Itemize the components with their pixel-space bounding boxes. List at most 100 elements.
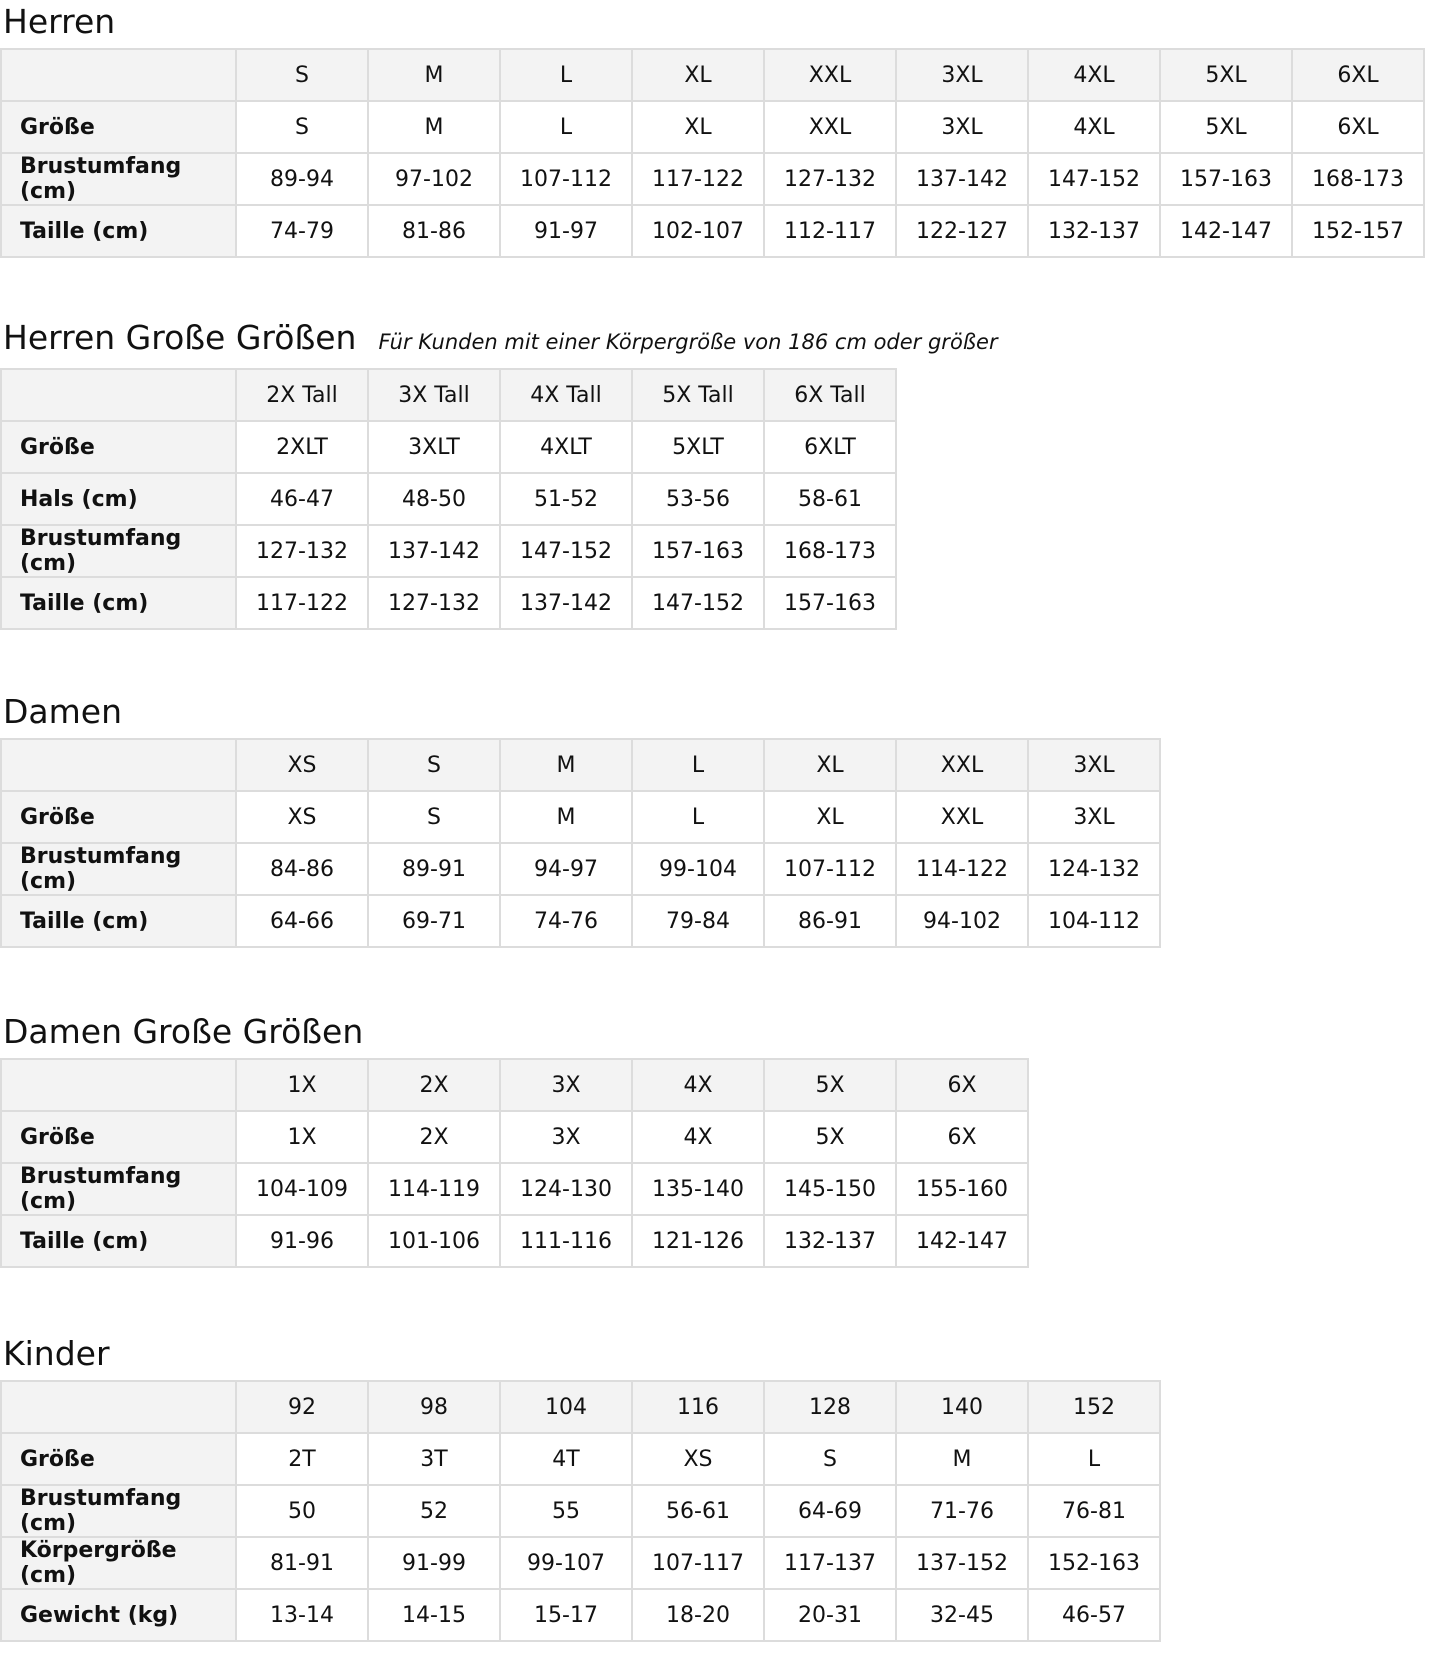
table-cell: 122-127 (895, 204, 1029, 258)
row-label: Brustumfang (cm) (0, 152, 237, 206)
size-table: S M L XL XXL 3XL 4XL 5XL 6XL Größe S M L XL XXL 3XL 4XL 5… (0, 48, 1425, 258)
table-cell: 117-122 (631, 152, 765, 206)
row-label: Brustumfang (cm) (0, 842, 237, 896)
table-cell: 5XLT (631, 420, 765, 474)
table-row: Größe S M L XL XXL 3XL 4XL 5XL 6XL (0, 100, 1425, 154)
header-cell: M (367, 48, 501, 102)
header-cell: S (235, 48, 369, 102)
table-cell: 79-84 (631, 894, 765, 948)
header-cell: XL (763, 738, 897, 792)
table-cell: 71-76 (895, 1484, 1029, 1538)
size-table: 92 98 104 116 128 140 152 Größe 2T 3T 4T XS S M L Brust… (0, 1380, 1161, 1642)
table-row: Hals (cm) 46-47 48-50 51-52 53-56 58-61 (0, 472, 897, 526)
table-cell: 6X (895, 1110, 1029, 1164)
table-cell: 137-152 (895, 1536, 1029, 1590)
table-cell: 91-96 (235, 1214, 369, 1268)
table-cell: L (499, 100, 633, 154)
table-cell: 91-99 (367, 1536, 501, 1590)
header-cell: 3XL (895, 48, 1029, 102)
table-header-row: XS S M L XL XXL 3XL (0, 738, 1161, 792)
header-corner-cell (0, 1058, 237, 1112)
section-title: Damen Große Größen (3, 1012, 1029, 1052)
table-cell: 18-20 (631, 1588, 765, 1642)
table-cell: 104-109 (235, 1162, 369, 1216)
table-cell: 14-15 (367, 1588, 501, 1642)
table-cell: 97-102 (367, 152, 501, 206)
table-cell: 107-112 (763, 842, 897, 896)
table-cell: 127-132 (235, 524, 369, 578)
row-label: Größe (0, 100, 237, 154)
table-cell: 117-122 (235, 576, 369, 630)
header-cell: 6X (895, 1058, 1029, 1112)
table-cell: 55 (499, 1484, 633, 1538)
table-cell: 4X (631, 1110, 765, 1164)
size-table: XS S M L XL XXL 3XL Größe XS S M L XL XXL 3XL Brustumfa… (0, 738, 1161, 948)
table-cell: 101-106 (367, 1214, 501, 1268)
table-cell: 84-86 (235, 842, 369, 896)
header-corner-cell (0, 1380, 237, 1434)
header-cell: 5XL (1159, 48, 1293, 102)
table-cell: 81-91 (235, 1536, 369, 1590)
table-cell: L (631, 790, 765, 844)
table-cell: 107-112 (499, 152, 633, 206)
table-cell: 152-163 (1027, 1536, 1161, 1590)
row-label: Brustumfang (cm) (0, 1484, 237, 1538)
size-section: Kinder 92 98 104 116 128 140 152 Größe 2T 3T 4T XS S M… (0, 1334, 1161, 1642)
header-cell: 92 (235, 1380, 369, 1434)
table-cell: 2X (367, 1110, 501, 1164)
table-cell: 76-81 (1027, 1484, 1161, 1538)
table-cell: 124-130 (499, 1162, 633, 1216)
table-cell: 3X (499, 1110, 633, 1164)
table-cell: 5XL (1159, 100, 1293, 154)
table-cell: 2T (235, 1432, 369, 1486)
table-cell: S (367, 790, 501, 844)
table-cell: 121-126 (631, 1214, 765, 1268)
table-row: Gewicht (kg) 13-14 14-15 15-17 18-20 20-31 32-… (0, 1588, 1161, 1642)
table-cell: 99-107 (499, 1536, 633, 1590)
table-cell: 112-117 (763, 204, 897, 258)
header-cell: 6X Tall (763, 368, 897, 422)
table-cell: M (895, 1432, 1029, 1486)
table-cell: 168-173 (1291, 152, 1425, 206)
table-row: Brustumfang (cm) 89-94 97-102 107-112 117-12… (0, 152, 1425, 206)
table-header-row: 1X 2X 3X 4X 5X 6X (0, 1058, 1029, 1112)
size-section: Damen Große Größen 1X 2X 3X 4X 5X 6X Größe 1X 2X 3… (0, 1012, 1029, 1268)
header-cell: 128 (763, 1380, 897, 1434)
table-cell: 157-163 (1159, 152, 1293, 206)
table-header-row: 92 98 104 116 128 140 152 (0, 1380, 1161, 1434)
table-cell: 132-137 (1027, 204, 1161, 258)
table-cell: 99-104 (631, 842, 765, 896)
header-cell: M (499, 738, 633, 792)
table-row: Taille (cm) 117-122 127-132 137-142 147-152 1… (0, 576, 897, 630)
table-cell: 157-163 (631, 524, 765, 578)
table-row: Brustumfang (cm) 104-109 114-119 124-130 135… (0, 1162, 1029, 1216)
header-cell: 1X (235, 1058, 369, 1112)
header-cell: L (631, 738, 765, 792)
table-cell: XS (235, 790, 369, 844)
size-section: Herren Große Größen Für Kunden mit einer … (0, 318, 998, 630)
size-section: Herren S M L XL XXL 3XL 4XL 5XL 6XL Größe S M L XL XXL 3… (0, 2, 1425, 258)
table-cell: 86-91 (763, 894, 897, 948)
table-cell: 89-94 (235, 152, 369, 206)
table-row: Brustumfang (cm) 127-132 137-142 147-152 157… (0, 524, 897, 578)
table-cell: 94-102 (895, 894, 1029, 948)
table-row: Körpergröße (cm) 81-91 91-99 99-107 107-117 1… (0, 1536, 1161, 1590)
table-cell: 114-122 (895, 842, 1029, 896)
header-cell: XXL (895, 738, 1029, 792)
table-cell: 137-142 (367, 524, 501, 578)
header-corner-cell (0, 368, 237, 422)
table-cell: 142-147 (1159, 204, 1293, 258)
section-title-text: Herren (3, 2, 116, 41)
row-label: Taille (cm) (0, 576, 237, 630)
header-cell: 2X (367, 1058, 501, 1112)
header-cell: 5X (763, 1058, 897, 1112)
size-section: Damen XS S M L XL XXL 3XL Größe XS S M L XL XXL 3XL Brus… (0, 692, 1161, 948)
section-title-text: Damen (3, 692, 122, 731)
row-label: Taille (cm) (0, 1214, 237, 1268)
table-cell: M (367, 100, 501, 154)
table-cell: 107-117 (631, 1536, 765, 1590)
row-label: Taille (cm) (0, 894, 237, 948)
table-cell: S (763, 1432, 897, 1486)
table-cell: 127-132 (763, 152, 897, 206)
size-table: 1X 2X 3X 4X 5X 6X Größe 1X 2X 3X 4X 5X 6X Brustumfang… (0, 1058, 1029, 1268)
